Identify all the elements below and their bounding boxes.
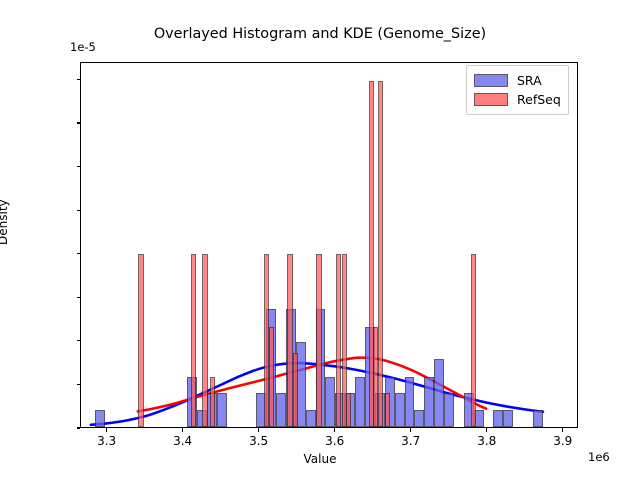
legend-swatch-sra <box>474 74 508 87</box>
y-tick-mark <box>76 166 80 168</box>
x-tick-label: 3.8 <box>477 434 497 448</box>
x-tick-label: 3.3 <box>97 434 117 448</box>
histogram-bar <box>263 254 270 427</box>
histogram-bar <box>444 393 454 427</box>
histogram-bar <box>269 326 275 427</box>
legend-label-refseq: RefSeq <box>517 92 561 107</box>
y-axis-offset-label: 1e-5 <box>70 40 96 54</box>
histogram-bars-layer <box>81 63 577 427</box>
x-tick-label: 3.4 <box>173 434 193 448</box>
legend-item-refseq[interactable]: RefSeq <box>474 90 561 109</box>
x-tick-label: 3.7 <box>401 434 421 448</box>
x-tick-mark <box>410 428 412 432</box>
x-tick-mark <box>334 428 336 432</box>
histogram-bar <box>394 393 405 427</box>
histogram-bar <box>209 376 216 427</box>
x-tick-label: 3.6 <box>325 434 345 448</box>
histogram-bar <box>202 254 208 427</box>
histogram-bar <box>287 254 293 427</box>
y-tick-mark <box>76 78 80 80</box>
histogram-bar <box>503 410 514 427</box>
x-tick-mark <box>258 428 260 432</box>
y-tick-mark <box>76 383 80 385</box>
histogram-bar <box>336 254 342 427</box>
y-axis-label: Density <box>0 199 10 245</box>
histogram-bar <box>190 254 197 427</box>
chart-title: Overlayed Histogram and KDE (Genome_Size… <box>153 26 487 42</box>
histogram-bar <box>325 376 336 427</box>
histogram-bar <box>305 410 316 427</box>
plot-area <box>80 62 578 428</box>
legend-swatch-refseq <box>474 93 508 106</box>
x-tick-mark <box>486 428 488 432</box>
y-tick-mark <box>76 209 80 211</box>
histogram-bar <box>424 376 435 427</box>
histogram-bar <box>404 376 415 427</box>
histogram-bar <box>470 254 476 427</box>
histogram-bar <box>342 254 348 427</box>
x-tick-mark <box>182 428 184 432</box>
y-tick-mark <box>76 296 80 298</box>
x-tick-mark <box>106 428 108 432</box>
histogram-bar <box>377 80 384 427</box>
histogram-bar <box>276 393 286 427</box>
legend-label-sra: SRA <box>517 73 542 88</box>
kde-curves-layer <box>89 356 545 427</box>
histogram-bar <box>216 393 227 427</box>
histogram-bar <box>414 410 425 427</box>
histogram-bar <box>384 393 391 427</box>
y-tick-mark <box>76 253 80 255</box>
histogram-bar <box>316 254 322 427</box>
histogram-bar <box>292 352 299 427</box>
x-axis-offset-label: 1e6 <box>588 450 610 464</box>
y-tick-mark <box>76 340 80 342</box>
histogram-bar <box>138 254 144 427</box>
histogram-bar <box>345 393 352 427</box>
histogram-bar <box>493 410 504 427</box>
histogram-bar <box>368 80 375 427</box>
chart-legend: SRA RefSeq <box>466 65 569 115</box>
x-tick-mark <box>562 428 564 432</box>
x-axis-label: Value <box>303 452 337 466</box>
histogram-bar <box>355 376 365 427</box>
histogram-bar <box>434 359 445 427</box>
y-tick-mark <box>76 427 80 429</box>
x-tick-label: 3.9 <box>553 434 573 448</box>
legend-item-sra[interactable]: SRA <box>474 71 561 90</box>
y-tick-mark <box>76 122 80 124</box>
histogram-bar <box>533 410 543 427</box>
x-tick-label: 3.5 <box>249 434 269 448</box>
histogram-bar <box>95 410 105 427</box>
histogram-bar <box>372 326 378 427</box>
